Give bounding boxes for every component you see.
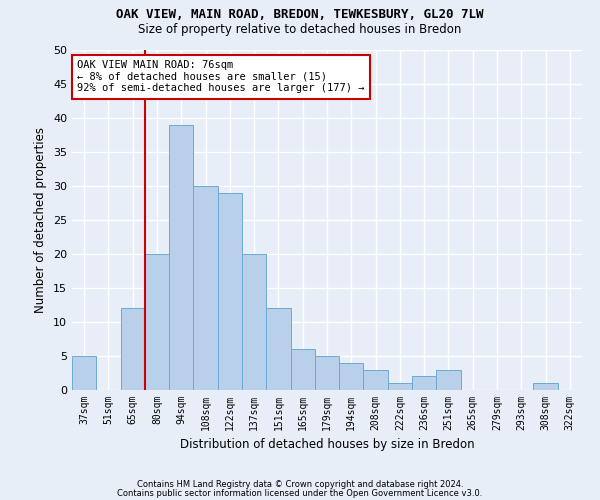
Text: Size of property relative to detached houses in Bredon: Size of property relative to detached ho… — [139, 22, 461, 36]
Bar — [242, 254, 266, 390]
Text: OAK VIEW MAIN ROAD: 76sqm
← 8% of detached houses are smaller (15)
92% of semi-d: OAK VIEW MAIN ROAD: 76sqm ← 8% of detach… — [77, 60, 365, 94]
Bar — [388, 383, 412, 390]
Bar — [436, 370, 461, 390]
Bar — [193, 186, 218, 390]
Bar — [72, 356, 96, 390]
Text: Contains public sector information licensed under the Open Government Licence v3: Contains public sector information licen… — [118, 489, 482, 498]
Bar — [290, 349, 315, 390]
Bar — [121, 308, 145, 390]
Bar — [412, 376, 436, 390]
Bar — [145, 254, 169, 390]
Bar — [266, 308, 290, 390]
Bar — [169, 125, 193, 390]
X-axis label: Distribution of detached houses by size in Bredon: Distribution of detached houses by size … — [179, 438, 475, 452]
Text: Contains HM Land Registry data © Crown copyright and database right 2024.: Contains HM Land Registry data © Crown c… — [137, 480, 463, 489]
Bar — [533, 383, 558, 390]
Bar — [364, 370, 388, 390]
Bar — [218, 193, 242, 390]
Text: OAK VIEW, MAIN ROAD, BREDON, TEWKESBURY, GL20 7LW: OAK VIEW, MAIN ROAD, BREDON, TEWKESBURY,… — [116, 8, 484, 20]
Bar — [315, 356, 339, 390]
Y-axis label: Number of detached properties: Number of detached properties — [34, 127, 47, 313]
Bar — [339, 363, 364, 390]
